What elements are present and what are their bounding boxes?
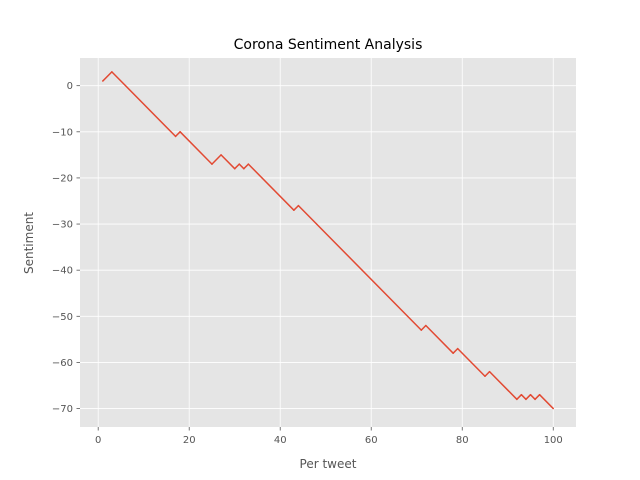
sentiment-data-point xyxy=(421,329,423,331)
y-tick-label: −70 xyxy=(52,404,73,415)
sentiment-data-point xyxy=(243,168,245,170)
plot-area xyxy=(80,58,576,427)
y-tick-label: 0 xyxy=(67,81,73,92)
sentiment-data-point xyxy=(179,131,181,133)
sentiment-data-point xyxy=(452,352,454,354)
y-tick-label: −20 xyxy=(52,173,73,184)
x-tick-label: 0 xyxy=(95,435,101,446)
sentiment-data-point xyxy=(521,394,523,396)
x-axis-label: Per tweet xyxy=(300,457,357,471)
y-tick-label: −40 xyxy=(52,266,73,277)
x-tick-label: 20 xyxy=(183,435,196,446)
y-tick-label: −50 xyxy=(52,312,73,323)
sentiment-data-point xyxy=(484,376,486,378)
sentiment-data-point xyxy=(175,136,177,138)
sentiment-data-point xyxy=(516,399,518,401)
y-axis-label: Sentiment xyxy=(22,212,36,274)
sentiment-data-point xyxy=(239,163,241,165)
sentiment-data-point xyxy=(553,408,555,410)
sentiment-data-point xyxy=(530,394,532,396)
sentiment-data-point xyxy=(539,394,541,396)
sentiment-data-point xyxy=(248,163,250,165)
x-tick-label: 40 xyxy=(274,435,287,446)
sentiment-data-point xyxy=(298,205,300,207)
x-tick-label: 100 xyxy=(544,435,563,446)
sentiment-data-point xyxy=(525,399,527,401)
sentiment-data-point xyxy=(534,399,536,401)
y-tick-label: −60 xyxy=(52,358,73,369)
chart-title: Corona Sentiment Analysis xyxy=(234,37,423,53)
sentiment-data-point xyxy=(489,371,491,373)
sentiment-data-point xyxy=(457,348,459,350)
y-tick-label: −30 xyxy=(52,220,73,231)
y-tick-label: −10 xyxy=(52,127,73,138)
sentiment-data-point xyxy=(220,154,222,156)
x-tick-label: 80 xyxy=(456,435,469,446)
sentiment-data-point xyxy=(234,168,236,170)
sentiment-data-point xyxy=(111,71,113,73)
sentiment-data-point xyxy=(102,80,104,82)
sentiment-data-point xyxy=(425,325,427,327)
x-tick-label: 60 xyxy=(365,435,378,446)
sentiment-data-point xyxy=(293,209,295,211)
sentiment-data-point xyxy=(211,163,213,165)
